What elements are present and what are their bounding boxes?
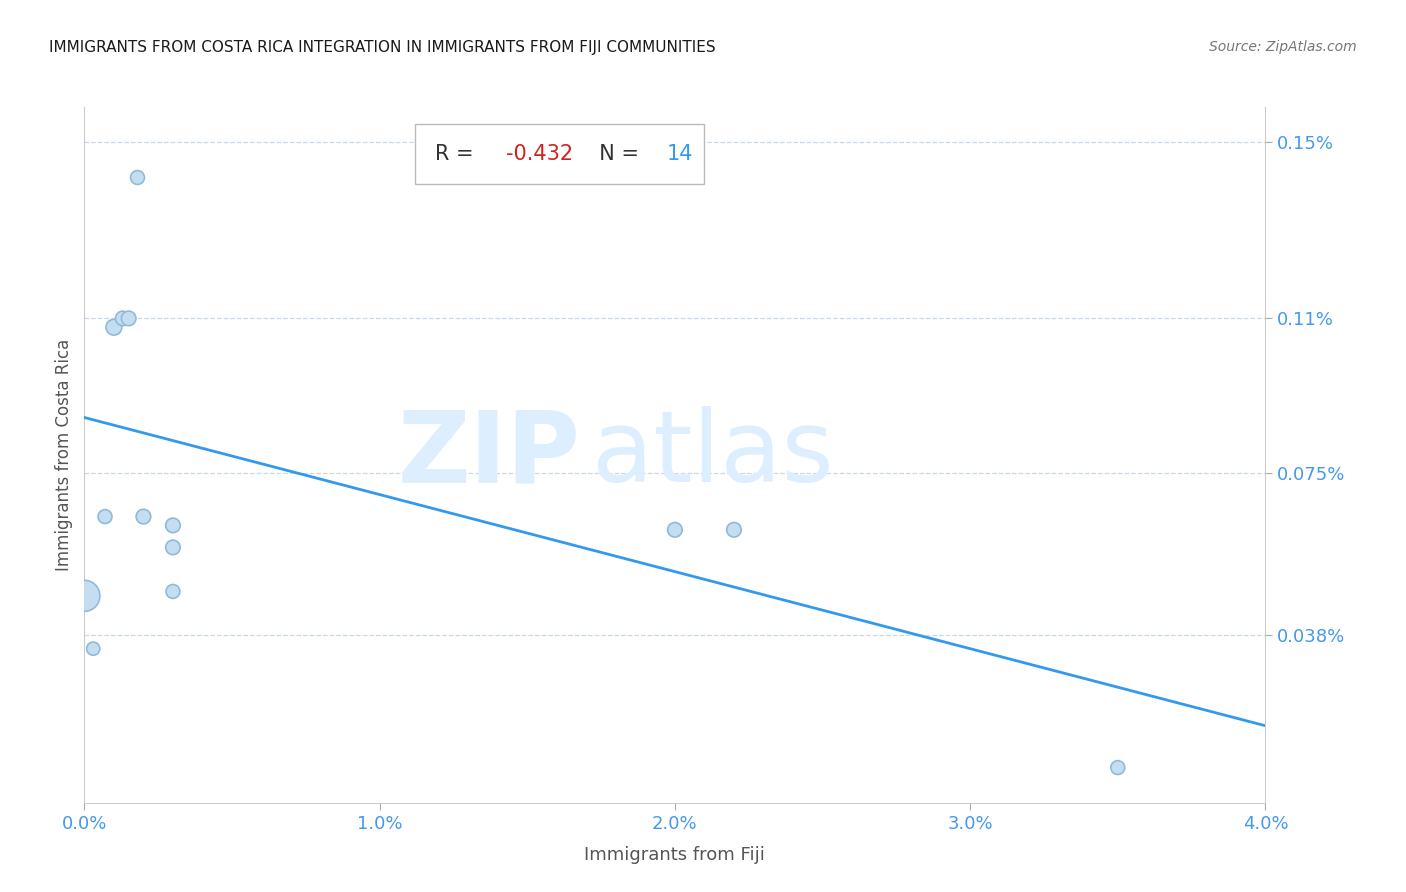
Text: R =: R = xyxy=(434,144,481,164)
Text: -0.432: -0.432 xyxy=(506,144,574,164)
Text: atlas: atlas xyxy=(592,407,834,503)
Point xyxy=(94,509,117,524)
Point xyxy=(118,311,141,326)
Y-axis label: Immigrants from Costa Rica: Immigrants from Costa Rica xyxy=(55,339,73,571)
Point xyxy=(111,311,134,326)
Point xyxy=(1107,761,1129,775)
Point xyxy=(73,589,96,603)
Point xyxy=(162,584,184,599)
Point xyxy=(723,523,745,537)
Point xyxy=(103,320,125,334)
FancyBboxPatch shape xyxy=(415,124,704,184)
Point xyxy=(127,170,149,185)
Text: ZIP: ZIP xyxy=(398,407,581,503)
Point xyxy=(132,509,155,524)
Text: Source: ZipAtlas.com: Source: ZipAtlas.com xyxy=(1209,40,1357,54)
Text: 14: 14 xyxy=(666,144,693,164)
Text: N =: N = xyxy=(586,144,645,164)
Point xyxy=(82,641,104,656)
Point xyxy=(162,541,184,555)
X-axis label: Immigrants from Fiji: Immigrants from Fiji xyxy=(585,847,765,864)
Point xyxy=(162,518,184,533)
Text: IMMIGRANTS FROM COSTA RICA INTEGRATION IN IMMIGRANTS FROM FIJI COMMUNITIES: IMMIGRANTS FROM COSTA RICA INTEGRATION I… xyxy=(49,40,716,55)
Point xyxy=(664,523,686,537)
